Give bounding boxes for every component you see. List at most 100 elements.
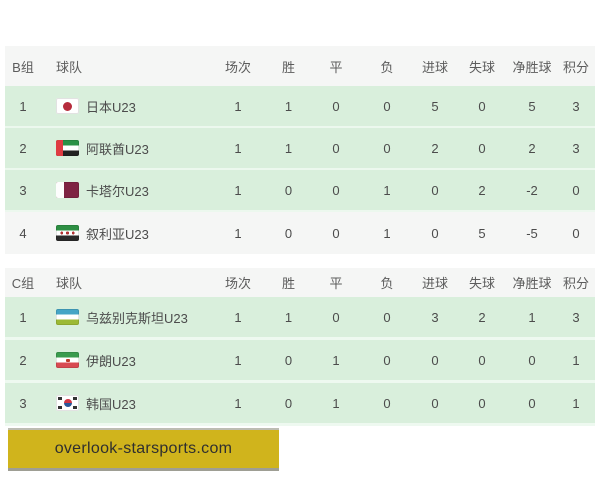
table-row: 3 韩国U23 1 0 1 0 0 0 0 1 xyxy=(5,383,595,426)
rank-number: 2 xyxy=(19,140,27,156)
table-row: 3 卡塔尔U23 1 0 0 1 0 2 -2 0 xyxy=(5,170,595,212)
team-cell: 伊朗U23 xyxy=(41,351,210,370)
stat-value: 0 xyxy=(528,352,536,368)
stat-value: 1 xyxy=(234,98,242,114)
rank-number: 2 xyxy=(19,352,27,368)
group-label: B组 xyxy=(12,59,34,75)
table-header-row: C组 球队 场次 胜 平 负 进球 失球 净胜球 积分 xyxy=(5,268,595,297)
stat-value: 1 xyxy=(234,140,242,156)
stat-value: 0 xyxy=(431,182,439,198)
stat-value: 0 xyxy=(383,140,391,156)
uae-flag xyxy=(56,140,79,156)
stat-value: 0 xyxy=(478,352,486,368)
group-b-table: B组 球队 场次 胜 平 负 进球 失球 净胜球 积分 1 日本U23 1 1 0 0 5 0 5 3 2 阿联酋U23 1… xyxy=(5,46,595,254)
stat-value: 3 xyxy=(572,309,580,325)
stat-value: 0 xyxy=(431,395,439,411)
stat-value: 0 xyxy=(572,225,580,241)
stat-value: 0 xyxy=(332,98,340,114)
team-name: 阿联酋U23 xyxy=(86,141,149,157)
stat-value: 1 xyxy=(572,395,580,411)
stat-value: 0 xyxy=(383,98,391,114)
stat-value: 1 xyxy=(284,140,293,156)
column-header: 净胜球 xyxy=(512,276,552,291)
team-name: 伊朗U23 xyxy=(86,353,136,369)
stat-value: 0 xyxy=(383,309,391,325)
stat-value: 3 xyxy=(572,140,580,156)
stat-value: 0 xyxy=(284,225,293,241)
stat-value: 1 xyxy=(332,352,340,368)
stat-value: 2 xyxy=(478,182,486,198)
rank-number: 1 xyxy=(19,309,27,325)
stat-value: 1 xyxy=(383,182,391,198)
column-header: 平 xyxy=(329,276,343,291)
column-header: 球队 xyxy=(56,276,83,291)
column-header: 积分 xyxy=(562,276,589,291)
stat-value: 3 xyxy=(431,309,439,325)
stat-value: 2 xyxy=(431,140,439,156)
table-row: 4 叙利亚U23 1 0 0 1 0 5 -5 0 xyxy=(5,212,595,254)
table-row: 2 伊朗U23 1 0 1 0 0 0 0 1 xyxy=(5,340,595,383)
stat-value: 2 xyxy=(528,140,536,156)
stat-value: 0 xyxy=(284,352,293,368)
stat-value: 1 xyxy=(383,225,391,241)
stat-value: 0 xyxy=(332,225,340,241)
table-row: 1 乌兹别克斯坦U23 1 1 0 0 3 2 1 3 xyxy=(5,297,595,340)
stat-value: 0 xyxy=(332,182,340,198)
watermark-text: overlook-starsports.com xyxy=(54,440,233,457)
stat-value: 5 xyxy=(431,98,439,114)
rank-number: 1 xyxy=(19,98,27,114)
rank-number: 3 xyxy=(19,182,27,198)
table-row: 2 阿联酋U23 1 1 0 0 2 0 2 3 xyxy=(5,128,595,170)
column-header: 胜 xyxy=(281,59,295,75)
syria-flag xyxy=(56,225,79,241)
team-cell: 乌兹别克斯坦U23 xyxy=(41,308,210,327)
column-header: 进球 xyxy=(421,59,448,75)
south-korea-flag xyxy=(56,395,79,411)
stat-value: 2 xyxy=(478,309,486,325)
stat-value: 0 xyxy=(528,395,536,411)
column-header: 积分 xyxy=(562,59,589,75)
column-header: 负 xyxy=(380,276,394,291)
stat-value: 0 xyxy=(332,140,340,156)
column-header: 场次 xyxy=(224,276,251,291)
column-header: 失球 xyxy=(468,59,495,75)
stat-value: 5 xyxy=(478,225,486,241)
stat-value: 1 xyxy=(234,225,242,241)
watermark-banner[interactable]: overlook-starsports.com xyxy=(8,428,279,471)
team-cell: 叙利亚U23 xyxy=(41,224,210,243)
stat-value: 1 xyxy=(234,352,242,368)
column-header: 负 xyxy=(380,59,394,75)
stat-value: 1 xyxy=(234,395,242,411)
team-name: 乌兹别克斯坦U23 xyxy=(86,310,188,326)
group-label: C组 xyxy=(11,276,35,291)
stat-value: 1 xyxy=(332,395,340,411)
team-cell: 卡塔尔U23 xyxy=(41,181,210,200)
stat-value: 1 xyxy=(572,352,580,368)
column-header: 进球 xyxy=(421,276,448,291)
column-header: 场次 xyxy=(224,59,251,75)
stat-value: 0 xyxy=(478,140,486,156)
stat-value: 1 xyxy=(284,309,293,325)
stat-value: -2 xyxy=(526,182,538,198)
stat-value: 0 xyxy=(284,395,293,411)
stat-value: 3 xyxy=(572,98,580,114)
column-header: 球队 xyxy=(56,59,83,75)
japan-flag xyxy=(56,98,79,114)
stat-value: 1 xyxy=(234,309,242,325)
rank-number: 4 xyxy=(19,225,27,241)
column-header: 失球 xyxy=(468,276,495,291)
team-cell: 阿联酋U23 xyxy=(41,139,210,158)
stat-value: 0 xyxy=(431,225,439,241)
team-name: 叙利亚U23 xyxy=(86,226,149,242)
column-header: 平 xyxy=(329,59,343,75)
team-name: 卡塔尔U23 xyxy=(86,183,149,199)
team-name: 韩国U23 xyxy=(86,396,136,412)
column-header: 净胜球 xyxy=(512,59,552,75)
stat-value: -5 xyxy=(526,225,538,241)
uzbekistan-flag xyxy=(56,309,79,325)
stat-value: 1 xyxy=(234,182,242,198)
stat-value: 0 xyxy=(572,182,580,198)
iran-flag xyxy=(56,352,79,368)
stat-value: 0 xyxy=(383,395,391,411)
